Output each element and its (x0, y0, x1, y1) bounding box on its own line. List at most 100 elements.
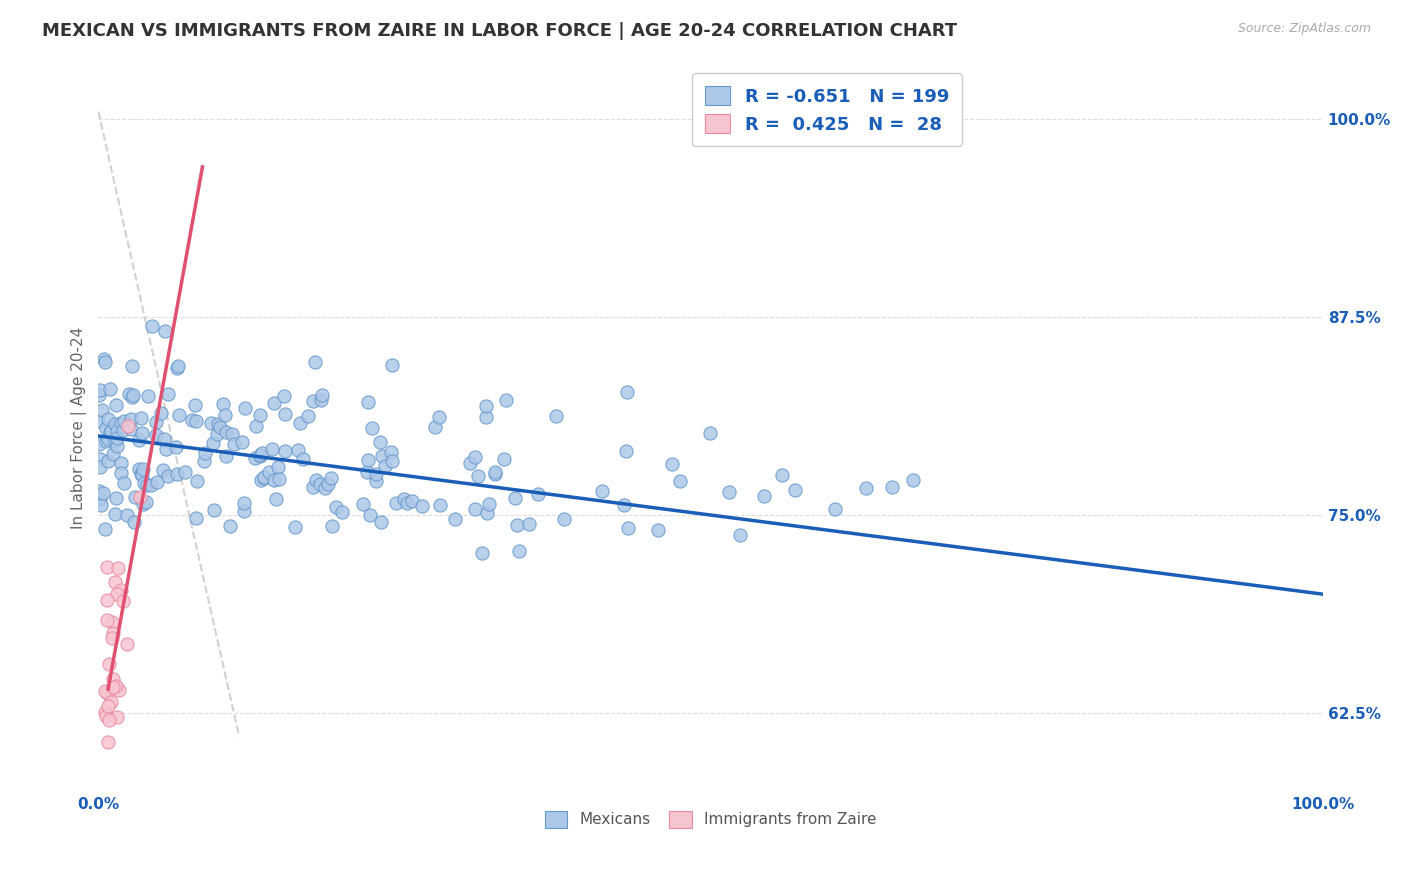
Point (103, 672, 125, 686)
Point (215, 449, 238, 463)
Point (392, 491, 415, 506)
Point (249, 408, 271, 422)
Point (503, 491, 526, 505)
Point (288, 416, 311, 430)
Y-axis label: In Labor Force | Age 20-24: In Labor Force | Age 20-24 (72, 326, 87, 529)
Point (770, 468, 793, 483)
Point (506, 518, 529, 533)
Point (257, 465, 280, 479)
Point (359, 508, 381, 523)
Point (112, 475, 135, 490)
Point (302, 480, 325, 494)
Legend: Mexicans, Immigrants from Zaire: Mexicans, Immigrants from Zaire (537, 804, 884, 835)
Point (145, 428, 167, 442)
Point (135, 495, 157, 509)
Point (824, 501, 846, 516)
Point (169, 408, 191, 422)
Point (249, 449, 271, 463)
Point (855, 481, 877, 495)
Point (94, 709, 117, 723)
Point (129, 411, 152, 425)
Point (385, 495, 408, 509)
Point (471, 546, 494, 560)
Point (124, 491, 146, 505)
Point (110, 582, 132, 597)
Point (93, 351, 115, 366)
Point (89, 388, 111, 402)
Point (121, 359, 143, 374)
Point (508, 544, 530, 558)
Point (105, 679, 128, 693)
Point (381, 454, 404, 468)
Point (267, 460, 290, 475)
Point (356, 465, 378, 479)
Point (728, 527, 751, 541)
Point (98, 382, 121, 396)
Point (118, 387, 141, 401)
Point (96, 560, 118, 574)
Point (617, 521, 640, 535)
Point (205, 427, 228, 442)
Point (93, 486, 115, 500)
Point (546, 409, 568, 423)
Point (100, 425, 122, 440)
Point (325, 500, 347, 515)
Point (699, 426, 721, 441)
Text: MEXICAN VS IMMIGRANTS FROM ZAIRE IN LABOR FORCE | AGE 20-24 CORRELATION CHART: MEXICAN VS IMMIGRANTS FROM ZAIRE IN LABO… (42, 22, 957, 40)
Point (423, 419, 446, 434)
Point (97, 454, 120, 468)
Point (361, 421, 384, 435)
Point (304, 355, 326, 369)
Point (370, 449, 392, 463)
Point (90, 498, 112, 512)
Point (129, 490, 152, 504)
Point (117, 418, 139, 433)
Point (463, 502, 485, 516)
Point (474, 410, 496, 425)
Point (752, 489, 775, 503)
Point (138, 389, 160, 403)
Point (132, 462, 155, 476)
Point (253, 469, 276, 483)
Point (614, 444, 637, 458)
Point (153, 324, 176, 338)
Point (101, 447, 124, 461)
Point (156, 387, 179, 401)
Point (291, 451, 314, 466)
Point (478, 497, 501, 511)
Point (155, 442, 177, 456)
Point (186, 474, 208, 488)
Point (484, 465, 506, 479)
Point (104, 491, 127, 505)
Point (527, 487, 550, 501)
Point (121, 388, 143, 402)
Point (311, 388, 333, 402)
Point (100, 424, 122, 438)
Point (233, 504, 256, 518)
Point (101, 631, 124, 645)
Point (89, 460, 111, 475)
Point (108, 682, 131, 697)
Point (184, 398, 207, 412)
Point (221, 427, 243, 442)
Point (357, 395, 380, 409)
Point (103, 626, 125, 640)
Point (129, 467, 152, 481)
Point (103, 434, 125, 448)
Point (166, 360, 188, 375)
Point (243, 450, 266, 465)
Point (186, 511, 208, 525)
Point (145, 415, 167, 429)
Point (381, 358, 404, 372)
Point (273, 444, 295, 458)
Point (97, 412, 120, 426)
Point (308, 477, 330, 491)
Point (284, 520, 307, 534)
Point (253, 471, 276, 485)
Point (89, 491, 111, 506)
Point (104, 575, 127, 590)
Point (157, 469, 180, 483)
Point (128, 433, 150, 447)
Point (330, 505, 353, 519)
Point (321, 518, 343, 533)
